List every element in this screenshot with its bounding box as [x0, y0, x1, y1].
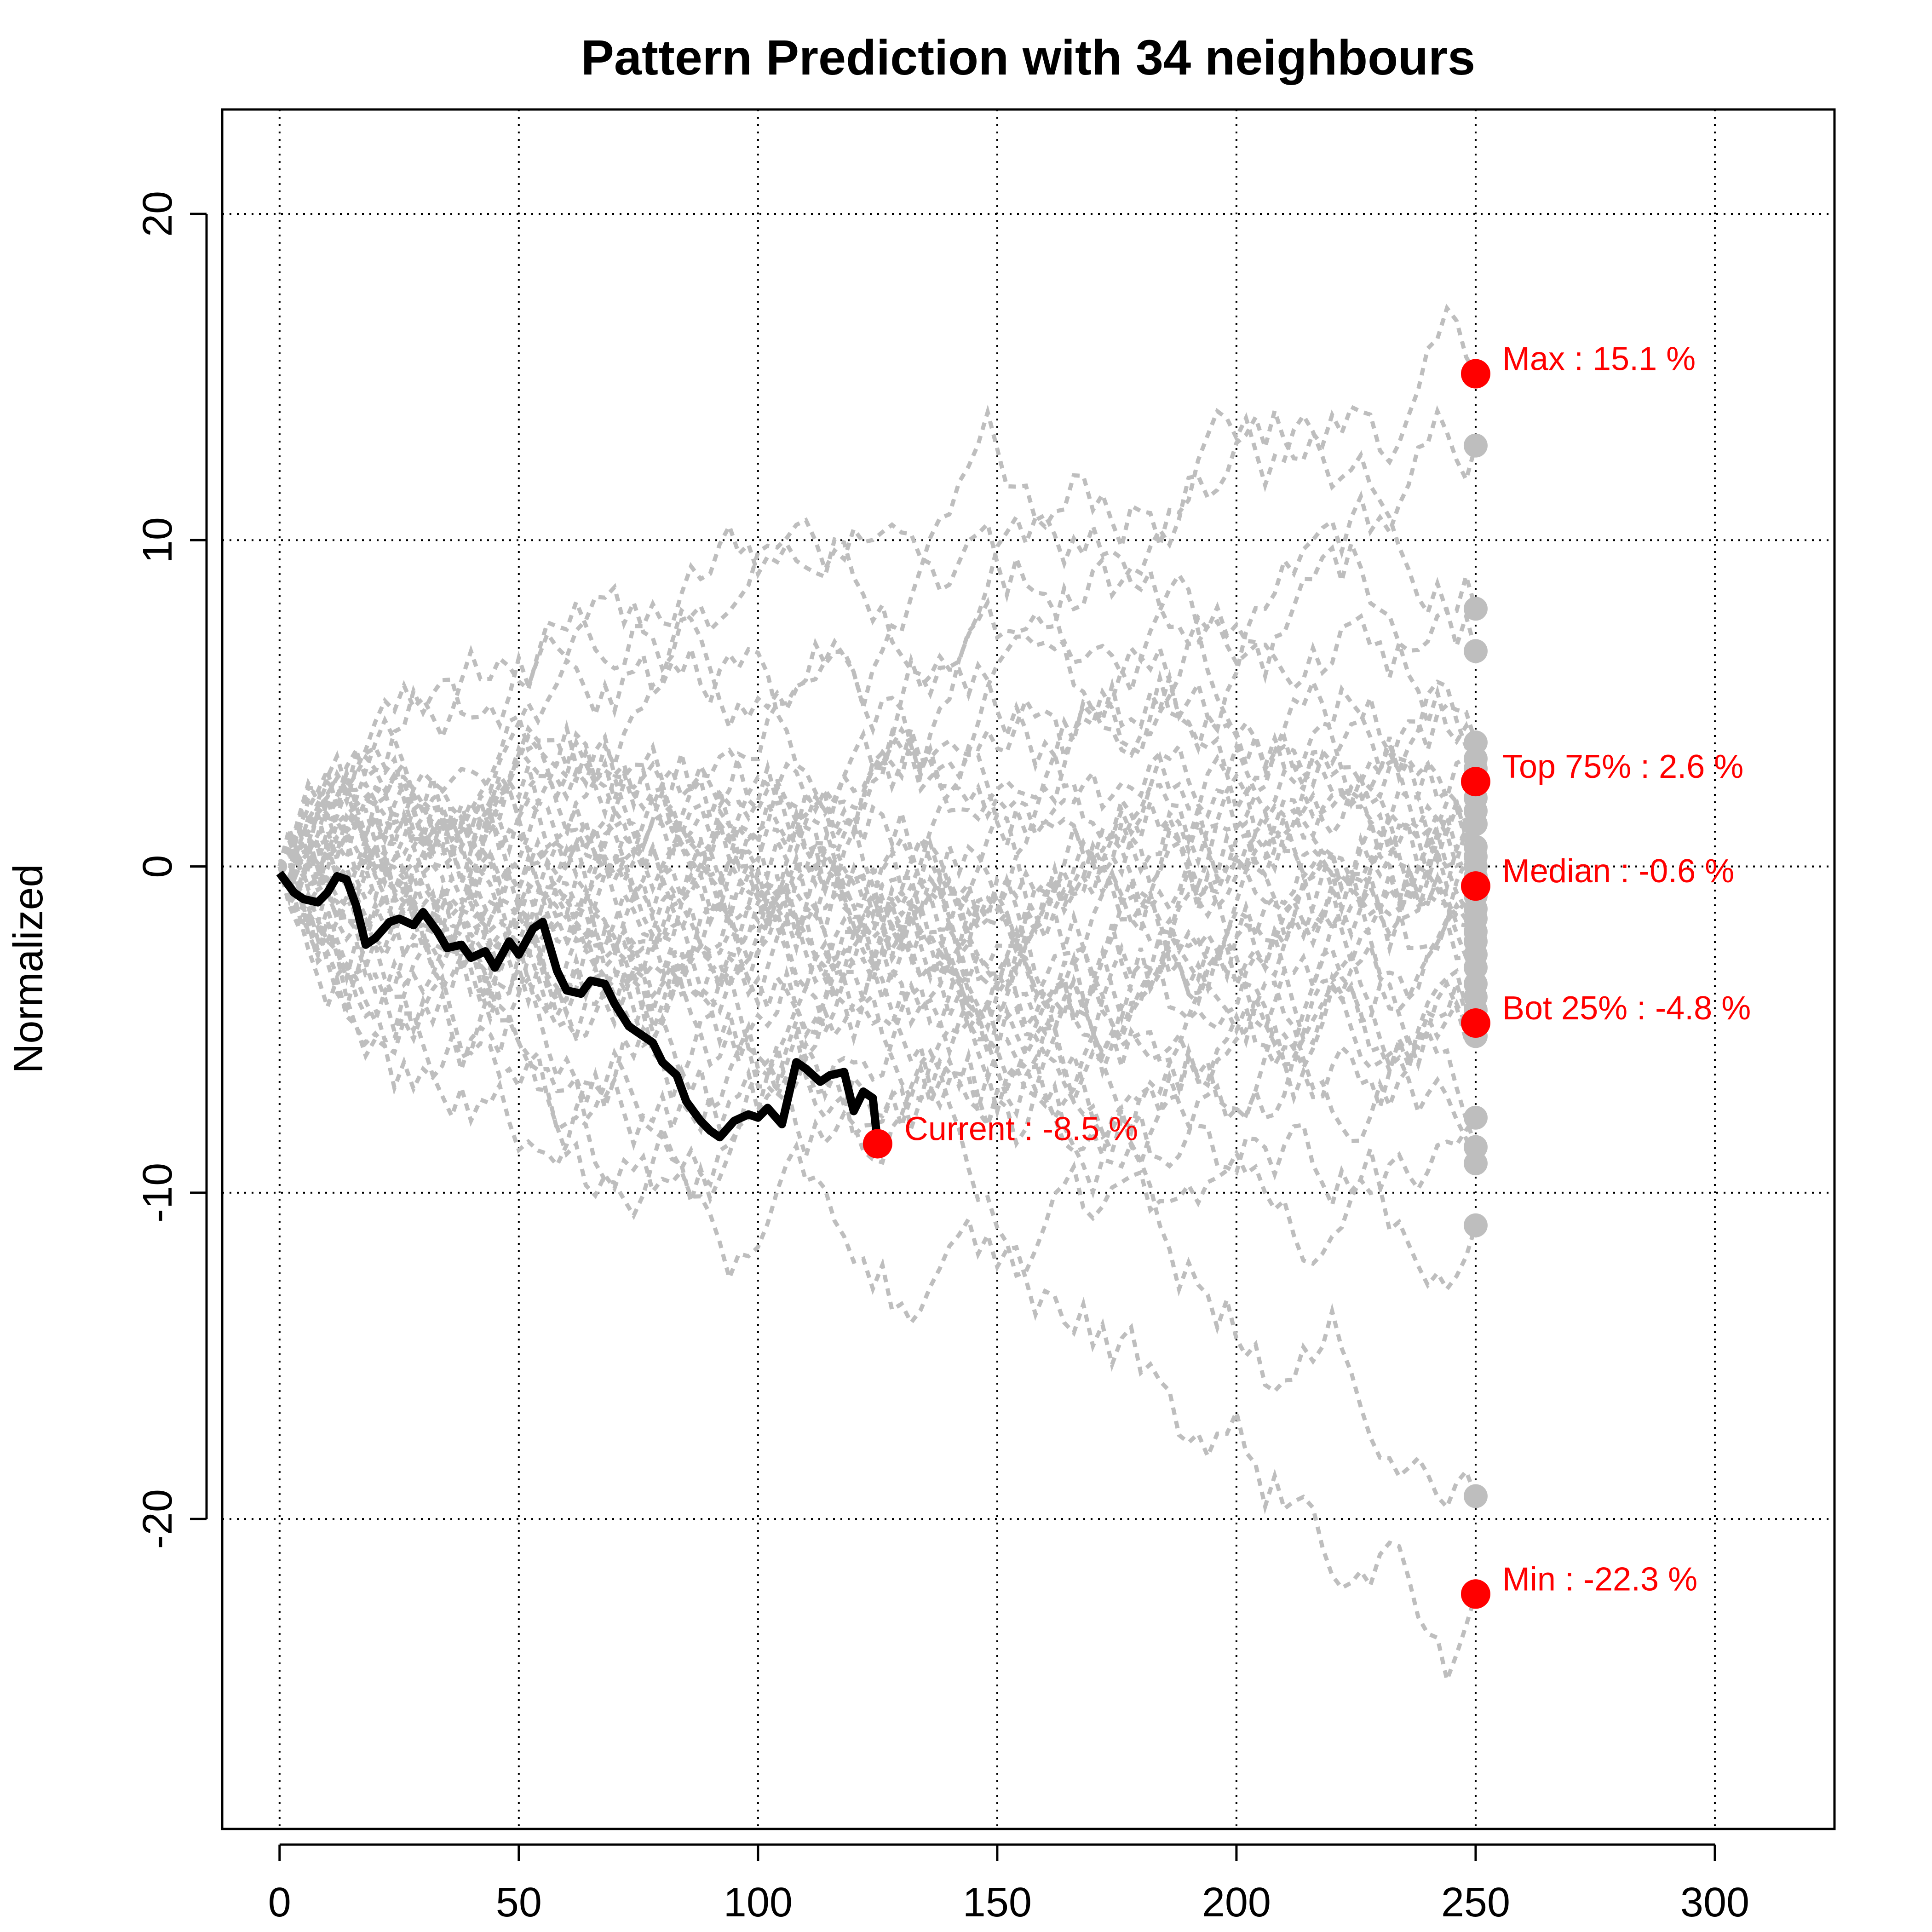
x-tick-label: 150 [963, 1880, 1032, 1926]
neighbour-series [278, 774, 1478, 1164]
neighbour-series [277, 822, 1478, 1050]
neighbour-series [277, 537, 1478, 1010]
neighbour-endpoint [1463, 1105, 1488, 1130]
neighbour-series [277, 752, 1477, 1068]
neighbour-series [277, 404, 1478, 868]
annotation-marker [862, 1129, 892, 1159]
annotation-label: Top 75% : 2.6 % [1502, 748, 1743, 785]
x-axis: 0 50 100 150 200 250 300 [268, 1843, 1749, 1926]
annotation-marker [1460, 359, 1490, 389]
neighbour-series [277, 764, 1476, 1049]
y-tick-label: -10 [135, 1163, 181, 1223]
neighbour-series [278, 304, 1478, 868]
neighbour-series [277, 770, 1478, 1162]
neighbour-series [279, 854, 1478, 1169]
annotation-label: Bot 25% : -4.8 % [1502, 990, 1751, 1027]
current-series-group [276, 870, 882, 1144]
neighbour-series [278, 571, 1478, 868]
annotation-label: Min : -22.3 % [1502, 1561, 1697, 1598]
x-tick-label: 100 [724, 1880, 793, 1926]
chart-title: Pattern Prediction with 34 neighbours [581, 29, 1475, 85]
neighbour-series [278, 864, 1478, 1293]
neighbour-series [278, 799, 1478, 1220]
neighbour-endpoint-group [1463, 362, 1488, 1606]
neighbour-series [279, 736, 1478, 1144]
neighbour-endpoint [1463, 1484, 1488, 1508]
y-axis-label: Normalized [6, 864, 52, 1073]
x-tick-label: 0 [268, 1880, 291, 1926]
neighbour-series [277, 741, 1478, 1058]
neighbour-endpoint [1463, 812, 1488, 836]
neighbour-series [277, 824, 1478, 1120]
neighbour-endpoint [1463, 1213, 1488, 1237]
x-tick-label: 200 [1202, 1880, 1271, 1926]
neighbour-series [278, 865, 1478, 1687]
neighbour-series [278, 702, 1478, 1041]
annotation-label: Median : -0.6 % [1502, 853, 1734, 890]
neighbour-series-group [277, 304, 1478, 1687]
y-tick-label: -20 [135, 1489, 181, 1549]
neighbour-endpoint [1463, 433, 1488, 458]
annotation-marker [1460, 767, 1490, 797]
annotation-marker [1460, 871, 1490, 901]
y-tick-label: 10 [135, 517, 181, 563]
neighbour-series [277, 719, 1478, 1060]
annotation-marker [1460, 1008, 1490, 1038]
neighbour-endpoint [1463, 639, 1488, 663]
y-axis: -20 -10 0 10 20 [135, 191, 208, 1549]
neighbour-series [277, 642, 1478, 959]
x-tick-label: 50 [496, 1880, 542, 1926]
neighbour-series [277, 732, 1478, 1115]
neighbour-series [279, 759, 1478, 1148]
x-tick-label: 250 [1441, 1880, 1510, 1926]
annotation-group: Current : -8.5 % Max : 15.1 % Top 75% : 2.… [862, 341, 1751, 1609]
neighbour-series [278, 778, 1478, 1511]
annotation-marker [1460, 1579, 1490, 1609]
neighbour-series [278, 676, 1478, 972]
neighbour-endpoint [1463, 597, 1488, 621]
plot-frame [221, 108, 1836, 1830]
neighbour-endpoint [1463, 1151, 1488, 1176]
current-series-line [276, 870, 882, 1144]
annotation-label: Current : -8.5 % [904, 1110, 1138, 1147]
y-tick-label: 20 [135, 191, 181, 237]
annotation-label: Max : 15.1 % [1502, 341, 1696, 378]
x-tick-label: 300 [1680, 1880, 1749, 1926]
y-tick-label: 0 [135, 855, 181, 878]
